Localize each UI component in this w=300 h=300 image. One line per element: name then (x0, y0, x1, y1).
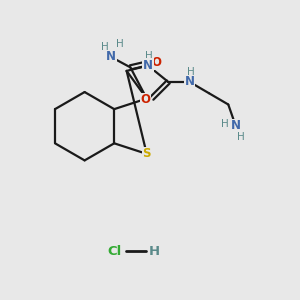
Text: H: H (187, 68, 194, 77)
Text: H: H (116, 40, 123, 50)
Text: N: N (231, 119, 241, 132)
Text: N: N (143, 59, 153, 72)
Text: H: H (237, 132, 245, 142)
Text: N: N (106, 50, 116, 64)
Text: H: H (149, 244, 160, 258)
Text: O: O (140, 93, 150, 106)
Text: H: H (221, 119, 229, 129)
Text: N: N (184, 75, 195, 88)
Text: O: O (151, 56, 161, 69)
Text: Cl: Cl (107, 244, 122, 258)
Text: H: H (100, 42, 108, 52)
Text: H: H (145, 51, 153, 61)
Text: S: S (142, 147, 151, 161)
